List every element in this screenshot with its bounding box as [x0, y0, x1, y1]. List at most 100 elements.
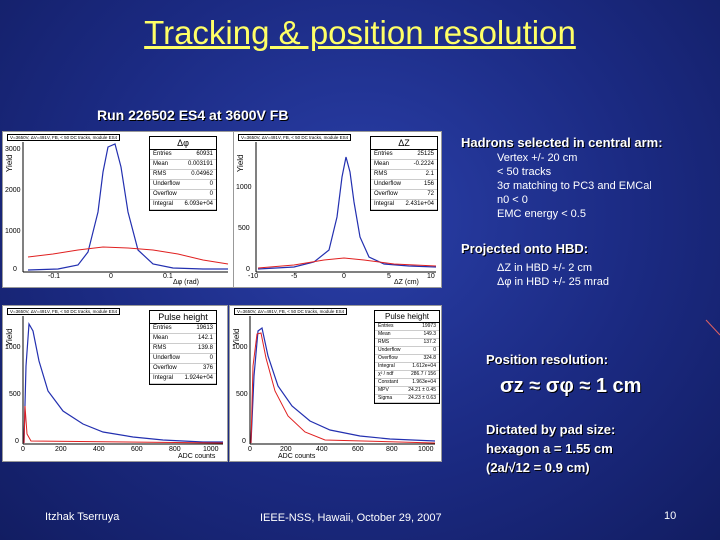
projection-item: ΔZ in HBD +/- 2 cm [497, 262, 593, 274]
stats-row: Integral 6.093e+04 [150, 200, 216, 210]
stats-row: Overflow 324.8 [375, 355, 439, 363]
resolution-formula: σz ≈ σφ ≈ 1 cm [500, 375, 642, 397]
stats-title: Δφ [150, 137, 216, 150]
x-tick: 400 [93, 446, 105, 453]
stats-row: Entries 60931 [150, 150, 216, 160]
x-tick: 1000 [418, 446, 434, 453]
plot-header: V=3650V, ΔV=491V, FB, < 50 DC tracks, mo… [7, 134, 121, 141]
y-tick: 1000 [232, 344, 248, 351]
projected-heading: Projected onto HBD: [461, 241, 589, 256]
x-tick: -0.1 [48, 273, 61, 280]
stats-row: MPV 24.21 ± 0.45 [375, 387, 439, 395]
dphi-histogram: V=3650V, ΔV=491V, FB, < 50 DC tracks, mo… [2, 131, 234, 288]
stats-row: χ² / ndf 286.7 / 156 [375, 371, 439, 379]
stats-row: Underflow 0 [150, 354, 216, 364]
y-tick: 2000 [5, 187, 21, 194]
y-tick: 3000 [5, 146, 21, 153]
x-tick: 0.1 [163, 273, 173, 280]
x-tick: 600 [352, 446, 364, 453]
y-tick: 1000 [5, 344, 21, 351]
x-axis-label: ΔZ (cm) [394, 279, 419, 286]
slide-number: 10 [664, 510, 677, 522]
x-tick: 10 [427, 273, 435, 280]
position-resolution-heading: Position resolution: [486, 352, 609, 367]
plot-header: V=3650V, ΔV=491V, FB, < 50 DC tracks, mo… [238, 134, 352, 141]
stats-row: Constant 1.963e+04 [375, 379, 439, 387]
footer-author: Itzhak Tserruya [45, 511, 120, 523]
stats-row: Mean 0.003191 [150, 160, 216, 170]
x-tick: 0 [21, 446, 25, 453]
x-tick: -10 [248, 273, 259, 280]
cut-item: EMC energy < 0.5 [497, 208, 586, 220]
cut-item: Vertex +/- 20 cm [497, 152, 578, 164]
stats-row: Overflow 72 [371, 190, 437, 200]
x-tick: 1000 [203, 446, 219, 453]
cut-item: n0 < 0 [497, 194, 528, 206]
x-tick: 800 [169, 446, 181, 453]
histogram-canvas [22, 316, 224, 445]
dz-histogram: V=3650V, ΔV=491V, FB, < 50 DC tracks, mo… [233, 131, 442, 288]
stats-row: Integral 2.431e+04 [371, 200, 437, 210]
pad-size-line: Dictated by pad size: [486, 422, 616, 437]
stats-row: Entries 19973 [375, 323, 439, 331]
plot-header: V=3650V, ΔV=491V, FB, < 50 DC tracks, mo… [234, 308, 348, 315]
stats-title: Pulse height [375, 311, 439, 323]
stats-row: Overflow 376 [150, 364, 216, 374]
x-axis-label: ADC counts [178, 453, 216, 460]
stats-box: ΔZ Entries 25125 Mean -0.2224 RMS 2.1 Under… [370, 136, 438, 211]
x-tick: 0 [342, 273, 346, 280]
x-tick: 200 [280, 446, 292, 453]
stats-row: Underflow 156 [371, 180, 437, 190]
x-tick: 600 [131, 446, 143, 453]
stats-row: RMS 139.8 [150, 344, 216, 354]
cut-item: < 50 tracks [497, 166, 552, 178]
stats-row: RMS 0.04962 [150, 170, 216, 180]
y-tick: 0 [246, 266, 250, 273]
stats-row: RMS 2.1 [371, 170, 437, 180]
stats-row: Entries 25125 [371, 150, 437, 160]
projection-item: Δφ in HBD +/- 25 mrad [497, 276, 609, 288]
stats-row: Overflow 0 [150, 190, 216, 200]
cut-item: 3σ matching to PC3 and EMCal [497, 180, 652, 192]
histogram-canvas [22, 142, 229, 273]
stats-row: Entries 19613 [150, 324, 216, 334]
stats-row: Mean 149.3 [375, 331, 439, 339]
y-tick: 0 [13, 266, 17, 273]
histogram-canvas [249, 316, 436, 445]
stats-row: Integral 1.612e+04 [375, 363, 439, 371]
y-tick: 500 [238, 225, 250, 232]
x-tick: 400 [316, 446, 328, 453]
stats-row: Mean -0.2224 [371, 160, 437, 170]
pad-size-line: hexagon a = 1.55 cm [486, 441, 613, 456]
pulse-height-histogram-2: V=3650V, ΔV=491V, FB, < 50 DC tracks, mo… [229, 305, 442, 462]
x-tick: 0 [109, 273, 113, 280]
stats-row: Integral 1.924e+04 [150, 374, 216, 384]
pad-size-line: (2a/√12 = 0.9 cm) [486, 460, 590, 475]
x-tick: 0 [248, 446, 252, 453]
y-tick: 500 [236, 391, 248, 398]
stats-row: Mean 142.1 [150, 334, 216, 344]
x-tick: 200 [55, 446, 67, 453]
hadrons-heading: Hadrons selected in central arm: [461, 135, 663, 150]
stats-row: Underflow 0 [375, 347, 439, 355]
footer-conference: IEEE-NSS, Hawaii, October 29, 2007 [260, 512, 442, 524]
x-axis-label: ADC counts [278, 453, 316, 460]
x-tick: 5 [387, 273, 391, 280]
y-tick: 500 [9, 391, 21, 398]
y-tick: 1000 [5, 228, 21, 235]
pulse-height-histogram-1: V=3650V, ΔV=491V, FB, < 50 DC tracks, mo… [2, 305, 228, 462]
stats-box: Pulse height Entries 19973 Mean 149.3 RMS 1… [374, 310, 440, 404]
x-axis-label: Δφ (rad) [173, 279, 199, 286]
y-tick: 0 [242, 438, 246, 445]
x-tick: -5 [291, 273, 298, 280]
stats-title: Pulse height [150, 311, 216, 324]
stats-row: RMS 137.2 [375, 339, 439, 347]
y-tick: 0 [15, 438, 19, 445]
stats-title: ΔZ [371, 137, 437, 150]
stats-box: Δφ Entries 60931 Mean 0.003191 RMS 0.04962 … [149, 136, 217, 211]
stats-row: Underflow 0 [150, 180, 216, 190]
run-subtitle: Run 226502 ES4 at 3600V FB [97, 107, 289, 123]
slide-title: Tracking & position resolution [144, 14, 576, 51]
stats-box: Pulse height Entries 19613 Mean 142.1 RMS 1… [149, 310, 217, 385]
plot-header: V=3650V, ΔV=491V, FB, < 50 DC tracks, mo… [7, 308, 121, 315]
